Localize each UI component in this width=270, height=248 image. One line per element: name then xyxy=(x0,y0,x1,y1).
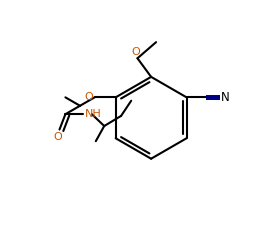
Text: NH: NH xyxy=(85,109,101,119)
Text: O: O xyxy=(132,47,141,57)
Text: O: O xyxy=(53,131,62,142)
Text: N: N xyxy=(221,91,230,104)
Text: O: O xyxy=(84,92,93,102)
